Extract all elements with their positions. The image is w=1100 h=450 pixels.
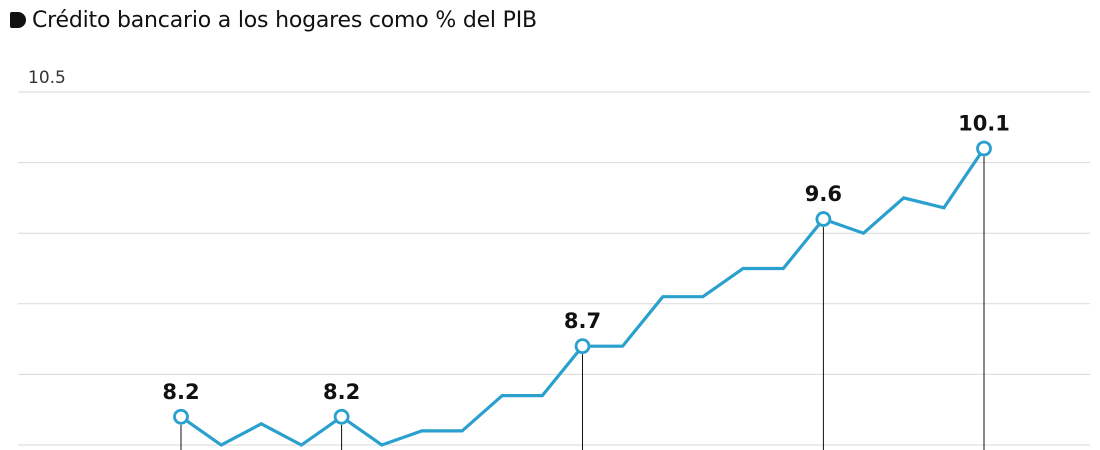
data-label: 8.7 — [564, 309, 601, 333]
y-tick-labels: 10.5 — [28, 68, 66, 88]
data-label: 8.2 — [323, 380, 360, 404]
data-point-marker — [574, 338, 591, 355]
data-point-marker — [333, 408, 350, 425]
annotation-markers — [173, 140, 992, 425]
chart-header: Crédito bancario a los hogares como % de… — [10, 6, 537, 34]
data-label: 10.1 — [958, 111, 1010, 135]
chart-title: Crédito bancario a los hogares como % de… — [32, 7, 537, 33]
data-point-marker — [815, 211, 832, 227]
data-point-marker — [173, 408, 189, 425]
y-tick-label: 10.5 — [28, 68, 66, 88]
title-marker-icon — [10, 12, 26, 28]
annotation-stems — [180, 156, 985, 450]
data-labels: 8.2 8.2 8.7 9.6 10.1 — [162, 111, 1010, 403]
data-point-marker — [976, 140, 992, 157]
data-label: 8.2 — [162, 380, 199, 404]
gridlines — [18, 91, 1090, 446]
data-label: 9.6 — [805, 182, 842, 206]
